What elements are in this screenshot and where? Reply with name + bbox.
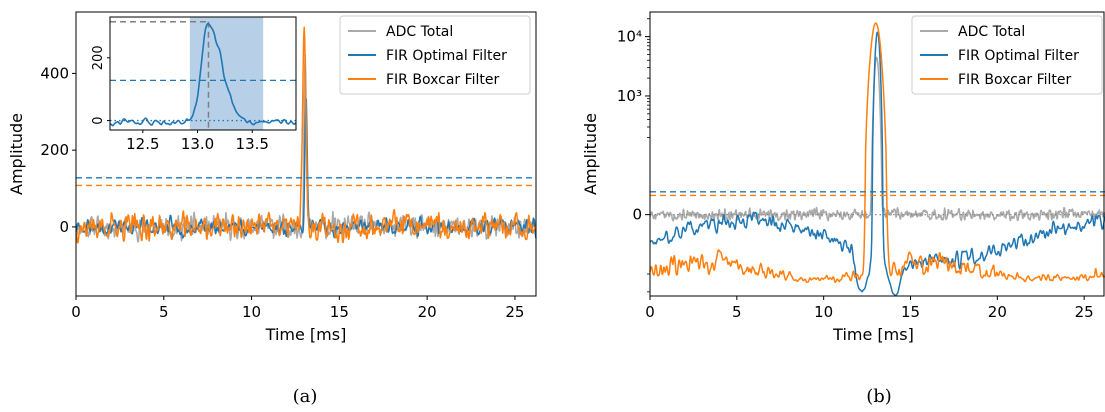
panel-a-legend-label-3: FIR Boxcar Filter — [386, 72, 500, 88]
panel-a-plot-area — [75, 11, 537, 297]
panel-b-legend-label-3: FIR Boxcar Filter — [958, 72, 1072, 88]
panel-a-threshold-group — [76, 177, 536, 187]
panel-a-y-axis-label: Amplitude — [7, 113, 26, 195]
panel-a-series-line-3 — [75, 26, 537, 244]
panel-b-x-tick-label: 15 — [901, 303, 920, 321]
panel-b-x-axis-label: Time [ms] — [832, 325, 914, 344]
inset-integration-window — [189, 17, 264, 130]
inset-y-tick-label: 0 — [91, 116, 106, 124]
panel-b-threshold-group — [650, 191, 1105, 216]
panel-a-x-tick-label: 5 — [159, 303, 169, 321]
panel-b-y-tick-label: 10⁴ — [617, 28, 642, 46]
inset-x-tick-label: 13.5 — [236, 135, 269, 153]
panel-b-legend-label-1: ADC Total — [958, 24, 1025, 40]
panel-a-legend-box — [339, 15, 531, 95]
panel-b-y-tick-label: 10³ — [617, 87, 642, 105]
panel-a-series-group — [75, 26, 537, 244]
inset-frame — [109, 16, 297, 131]
panel-b: 0 5 10 15 20 25 0 10³ 10⁴ Time [ms] Amplitude A… — [581, 11, 1105, 407]
panel-a-caption: (a) — [293, 386, 318, 407]
panel-a-y-tick-label: 400 — [40, 64, 69, 82]
panel-b-legend-label-2: FIR Optimal Filter — [958, 48, 1079, 64]
panel-a-x-ticks: 0 5 10 15 20 25 — [71, 296, 524, 321]
panel-b-legend: ADC Total FIR Optimal Filter FIR Boxcar Fi… — [911, 15, 1103, 95]
panel-a-inset: 12.5 13.0 13.5 0 200 — [91, 16, 297, 153]
panel-b-y-axis-label: Amplitude — [581, 113, 600, 195]
panel-a: 0 5 10 15 20 25 0 200 400 Time [ms] Amplitude A… — [7, 11, 537, 407]
inset-x-tick-label: 13.0 — [181, 135, 214, 153]
panel-a-x-tick-label: 10 — [242, 303, 261, 321]
panel-b-series-group — [649, 22, 1105, 297]
panel-b-series-line-2 — [649, 31, 1105, 297]
panel-b-plot-area — [649, 11, 1105, 297]
panel-a-y-ticks: 0 200 400 — [40, 64, 76, 236]
panel-b-x-tick-label: 10 — [814, 303, 833, 321]
panel-a-y-tick-label: 0 — [59, 218, 69, 236]
panel-b-x-tick-label: 25 — [1075, 303, 1094, 321]
panel-a-x-tick-label: 0 — [71, 303, 81, 321]
panel-a-x-tick-label: 20 — [418, 303, 437, 321]
panel-a-legend: ADC Total FIR Optimal Filter FIR Boxcar Fi… — [339, 15, 531, 95]
panel-b-x-tick-label: 20 — [988, 303, 1007, 321]
inset-x-tick-label: 12.5 — [126, 135, 159, 153]
panel-b-y-ticks: 0 10³ 10⁴ — [617, 18, 650, 293]
panel-b-x-tick-label: 0 — [645, 303, 655, 321]
panel-b-series-line-1 — [649, 56, 1105, 222]
inset-y-tick-label: 200 — [91, 45, 106, 70]
panel-b-x-tick-label: 5 — [732, 303, 742, 321]
panel-b-x-ticks: 0 5 10 15 20 25 — [645, 296, 1094, 321]
panel-a-y-tick-label: 200 — [40, 141, 69, 159]
panel-a-x-tick-label: 25 — [505, 303, 524, 321]
panel-b-y-tick-label: 0 — [632, 206, 642, 224]
inset-pulse-line — [109, 22, 297, 127]
panel-b-caption: (b) — [866, 386, 892, 407]
panel-b-series-line-3 — [649, 22, 1105, 284]
panel-a-x-axis-label: Time [ms] — [265, 325, 347, 344]
panel-b-legend-box — [911, 15, 1103, 95]
panel-a-legend-label-1: ADC Total — [386, 24, 453, 40]
panel-a-x-tick-label: 15 — [330, 303, 349, 321]
panel-a-legend-label-2: FIR Optimal Filter — [386, 48, 507, 64]
